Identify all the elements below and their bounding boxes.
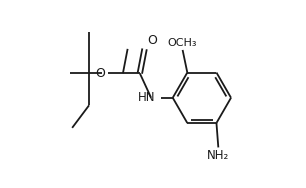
Text: NH₂: NH₂: [207, 149, 230, 162]
Text: O: O: [95, 67, 105, 80]
Text: OCH₃: OCH₃: [168, 38, 197, 48]
Text: HN: HN: [138, 91, 156, 104]
Text: O: O: [147, 34, 157, 47]
